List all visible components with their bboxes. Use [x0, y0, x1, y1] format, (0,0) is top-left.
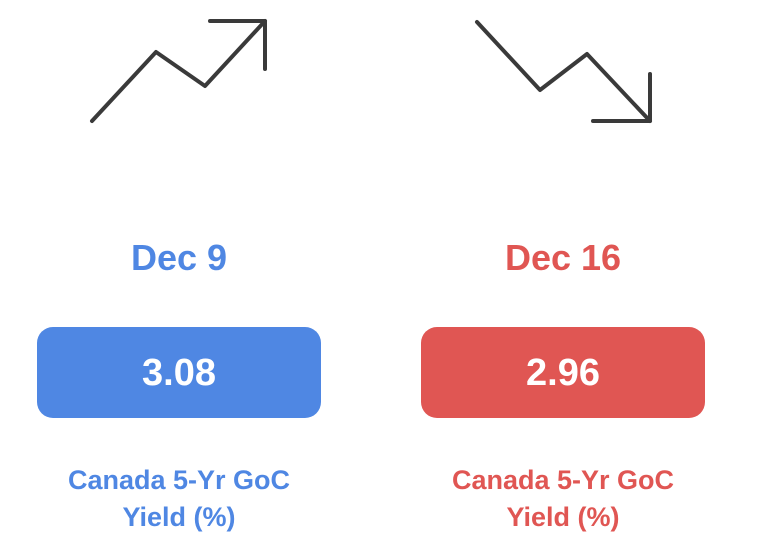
- yield-card-dec-9: Dec 9 3.08 Canada 5-Yr GoC Yield (%): [29, 0, 329, 548]
- date-label: Dec 16: [504, 237, 622, 278]
- metric-caption-line-1: Canada 5-Yr GoC: [451, 465, 675, 495]
- metric-caption: Canada 5-Yr GoC Yield (%): [413, 462, 713, 536]
- date-label: Dec 9: [130, 237, 228, 278]
- metric-caption-line-2: Yield (%): [122, 502, 236, 532]
- yield-value: 2.96: [526, 351, 600, 394]
- yield-card-dec-16: Dec 16 2.96 Canada 5-Yr GoC Yield (%): [413, 0, 713, 548]
- metric-caption-line-2: Yield (%): [506, 502, 620, 532]
- yield-value-badge: 3.08: [37, 327, 321, 418]
- trend-down-arrow-icon: [413, 0, 713, 140]
- yield-value: 3.08: [142, 351, 216, 394]
- yield-value-badge: 2.96: [421, 327, 705, 418]
- trend-up-arrow-icon: [29, 0, 329, 140]
- metric-caption: Canada 5-Yr GoC Yield (%): [29, 462, 329, 536]
- metric-caption-line-1: Canada 5-Yr GoC: [67, 465, 291, 495]
